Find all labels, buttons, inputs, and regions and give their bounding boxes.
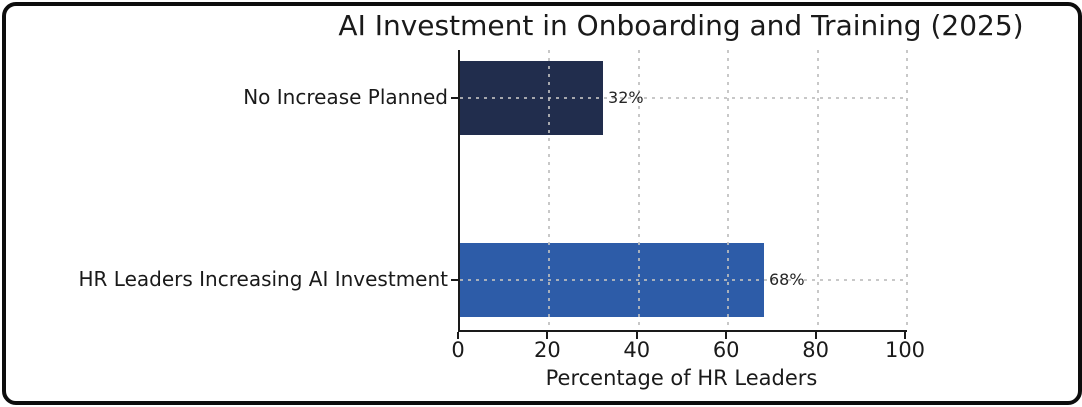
v-gridline <box>548 50 551 330</box>
x-tick-mark <box>814 332 817 339</box>
x-tick-label: 60 <box>712 338 740 362</box>
bar-value-label: 68% <box>768 270 805 289</box>
v-gridline <box>906 50 908 330</box>
y-tick-mark <box>451 279 458 281</box>
v-gridline <box>637 50 640 330</box>
chart-title: AI Investment in Onboarding and Training… <box>338 9 1024 42</box>
y-tick-label: HR Leaders Increasing AI Investment <box>78 267 448 291</box>
plot-area <box>458 50 908 332</box>
y-tick-label: No Increase Planned <box>243 85 448 109</box>
x-tick-mark <box>457 332 459 339</box>
h-gridline <box>460 97 907 99</box>
x-axis-title: Percentage of HR Leaders <box>545 366 818 390</box>
x-tick-mark <box>546 332 549 339</box>
y-tick-mark <box>451 97 458 99</box>
x-tick-label: 0 <box>451 338 465 362</box>
bar-value-label: 32% <box>608 88 644 107</box>
x-tick-label: 80 <box>802 338 829 362</box>
v-gridline <box>816 50 819 330</box>
x-tick-mark <box>904 332 906 339</box>
x-tick-label: 20 <box>534 338 561 362</box>
x-tick-label: 100 <box>884 338 926 362</box>
x-tick-mark <box>635 332 638 339</box>
x-tick-label: 40 <box>623 338 651 362</box>
v-gridline <box>727 50 730 330</box>
h-gridline <box>460 279 907 281</box>
x-tick-mark <box>725 332 728 339</box>
